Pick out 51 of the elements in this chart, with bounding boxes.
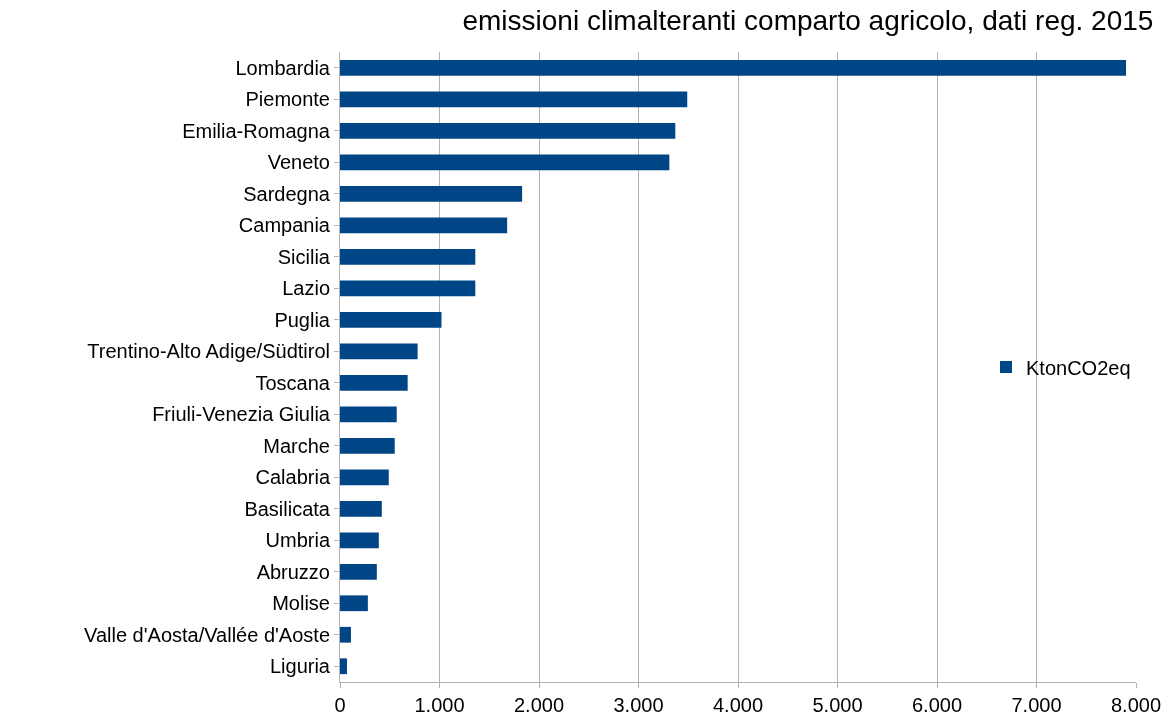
bar: [340, 311, 442, 328]
bar: [340, 217, 508, 234]
chart-title: emissioni climalteranti comparto agricolo, dati reg. 2015: [462, 5, 1154, 37]
y-tick-label: Liguria: [269, 655, 331, 678]
y-tick-label: Valle d'Aosta/Vallée d'Aoste: [84, 623, 330, 646]
y-tick-label: Marche: [263, 434, 330, 457]
x-tick-label: 6.000: [911, 694, 963, 716]
x-tick-label: 4.000: [712, 694, 764, 716]
y-tick-label: Molise: [272, 592, 330, 615]
y-tick-label: Veneto: [267, 151, 330, 174]
bar: [340, 343, 418, 360]
legend-label: KtonCO2eq: [1026, 356, 1131, 379]
y-tick-label: Lombardia: [235, 56, 331, 79]
y-tick-label: Basilicata: [244, 497, 331, 520]
bar: [340, 59, 1127, 76]
bar: [340, 469, 389, 486]
bar: [340, 532, 379, 549]
y-tick-label: Campania: [238, 214, 331, 237]
y-tick-label: Trentino-Alto Adige/Südtirol: [87, 340, 330, 363]
x-tick-label: 1.000: [414, 694, 465, 716]
x-tick-label: 3.000: [613, 694, 664, 716]
bar: [340, 437, 395, 454]
y-tick-label: Calabria: [255, 466, 331, 489]
bar: [340, 626, 351, 643]
y-tick-label: Sardegna: [243, 182, 331, 205]
bar: [340, 500, 382, 517]
x-tick-label: 2.000: [513, 694, 565, 716]
y-tick-label: Abruzzo: [256, 560, 330, 583]
bar: [340, 185, 523, 202]
y-tick-label: Umbria: [265, 529, 331, 552]
y-tick-label: Friuli-Venezia Giulia: [152, 403, 331, 426]
y-tick-label: Piemonte: [245, 88, 330, 111]
bar: [340, 658, 347, 675]
y-tick-label: Lazio: [282, 277, 330, 300]
bar: [340, 248, 476, 265]
x-tick-label: 8.000: [1110, 694, 1162, 716]
bar: [340, 595, 368, 612]
y-tick-label: Puglia: [274, 308, 331, 331]
y-tick-label: Toscana: [255, 371, 331, 394]
bar: [340, 91, 688, 108]
bar: [340, 122, 676, 139]
bar: [340, 154, 670, 171]
x-tick-label: 5.000: [812, 694, 863, 716]
y-tick-label: Sicilia: [277, 245, 331, 268]
x-tick-label: 7.000: [1011, 694, 1062, 716]
bar: [340, 374, 408, 391]
bar: [340, 280, 476, 297]
x-tick-label: 0: [334, 694, 346, 716]
bar: [340, 406, 397, 423]
bar: [340, 563, 377, 580]
y-tick-label: Emilia-Romagna: [182, 119, 331, 142]
